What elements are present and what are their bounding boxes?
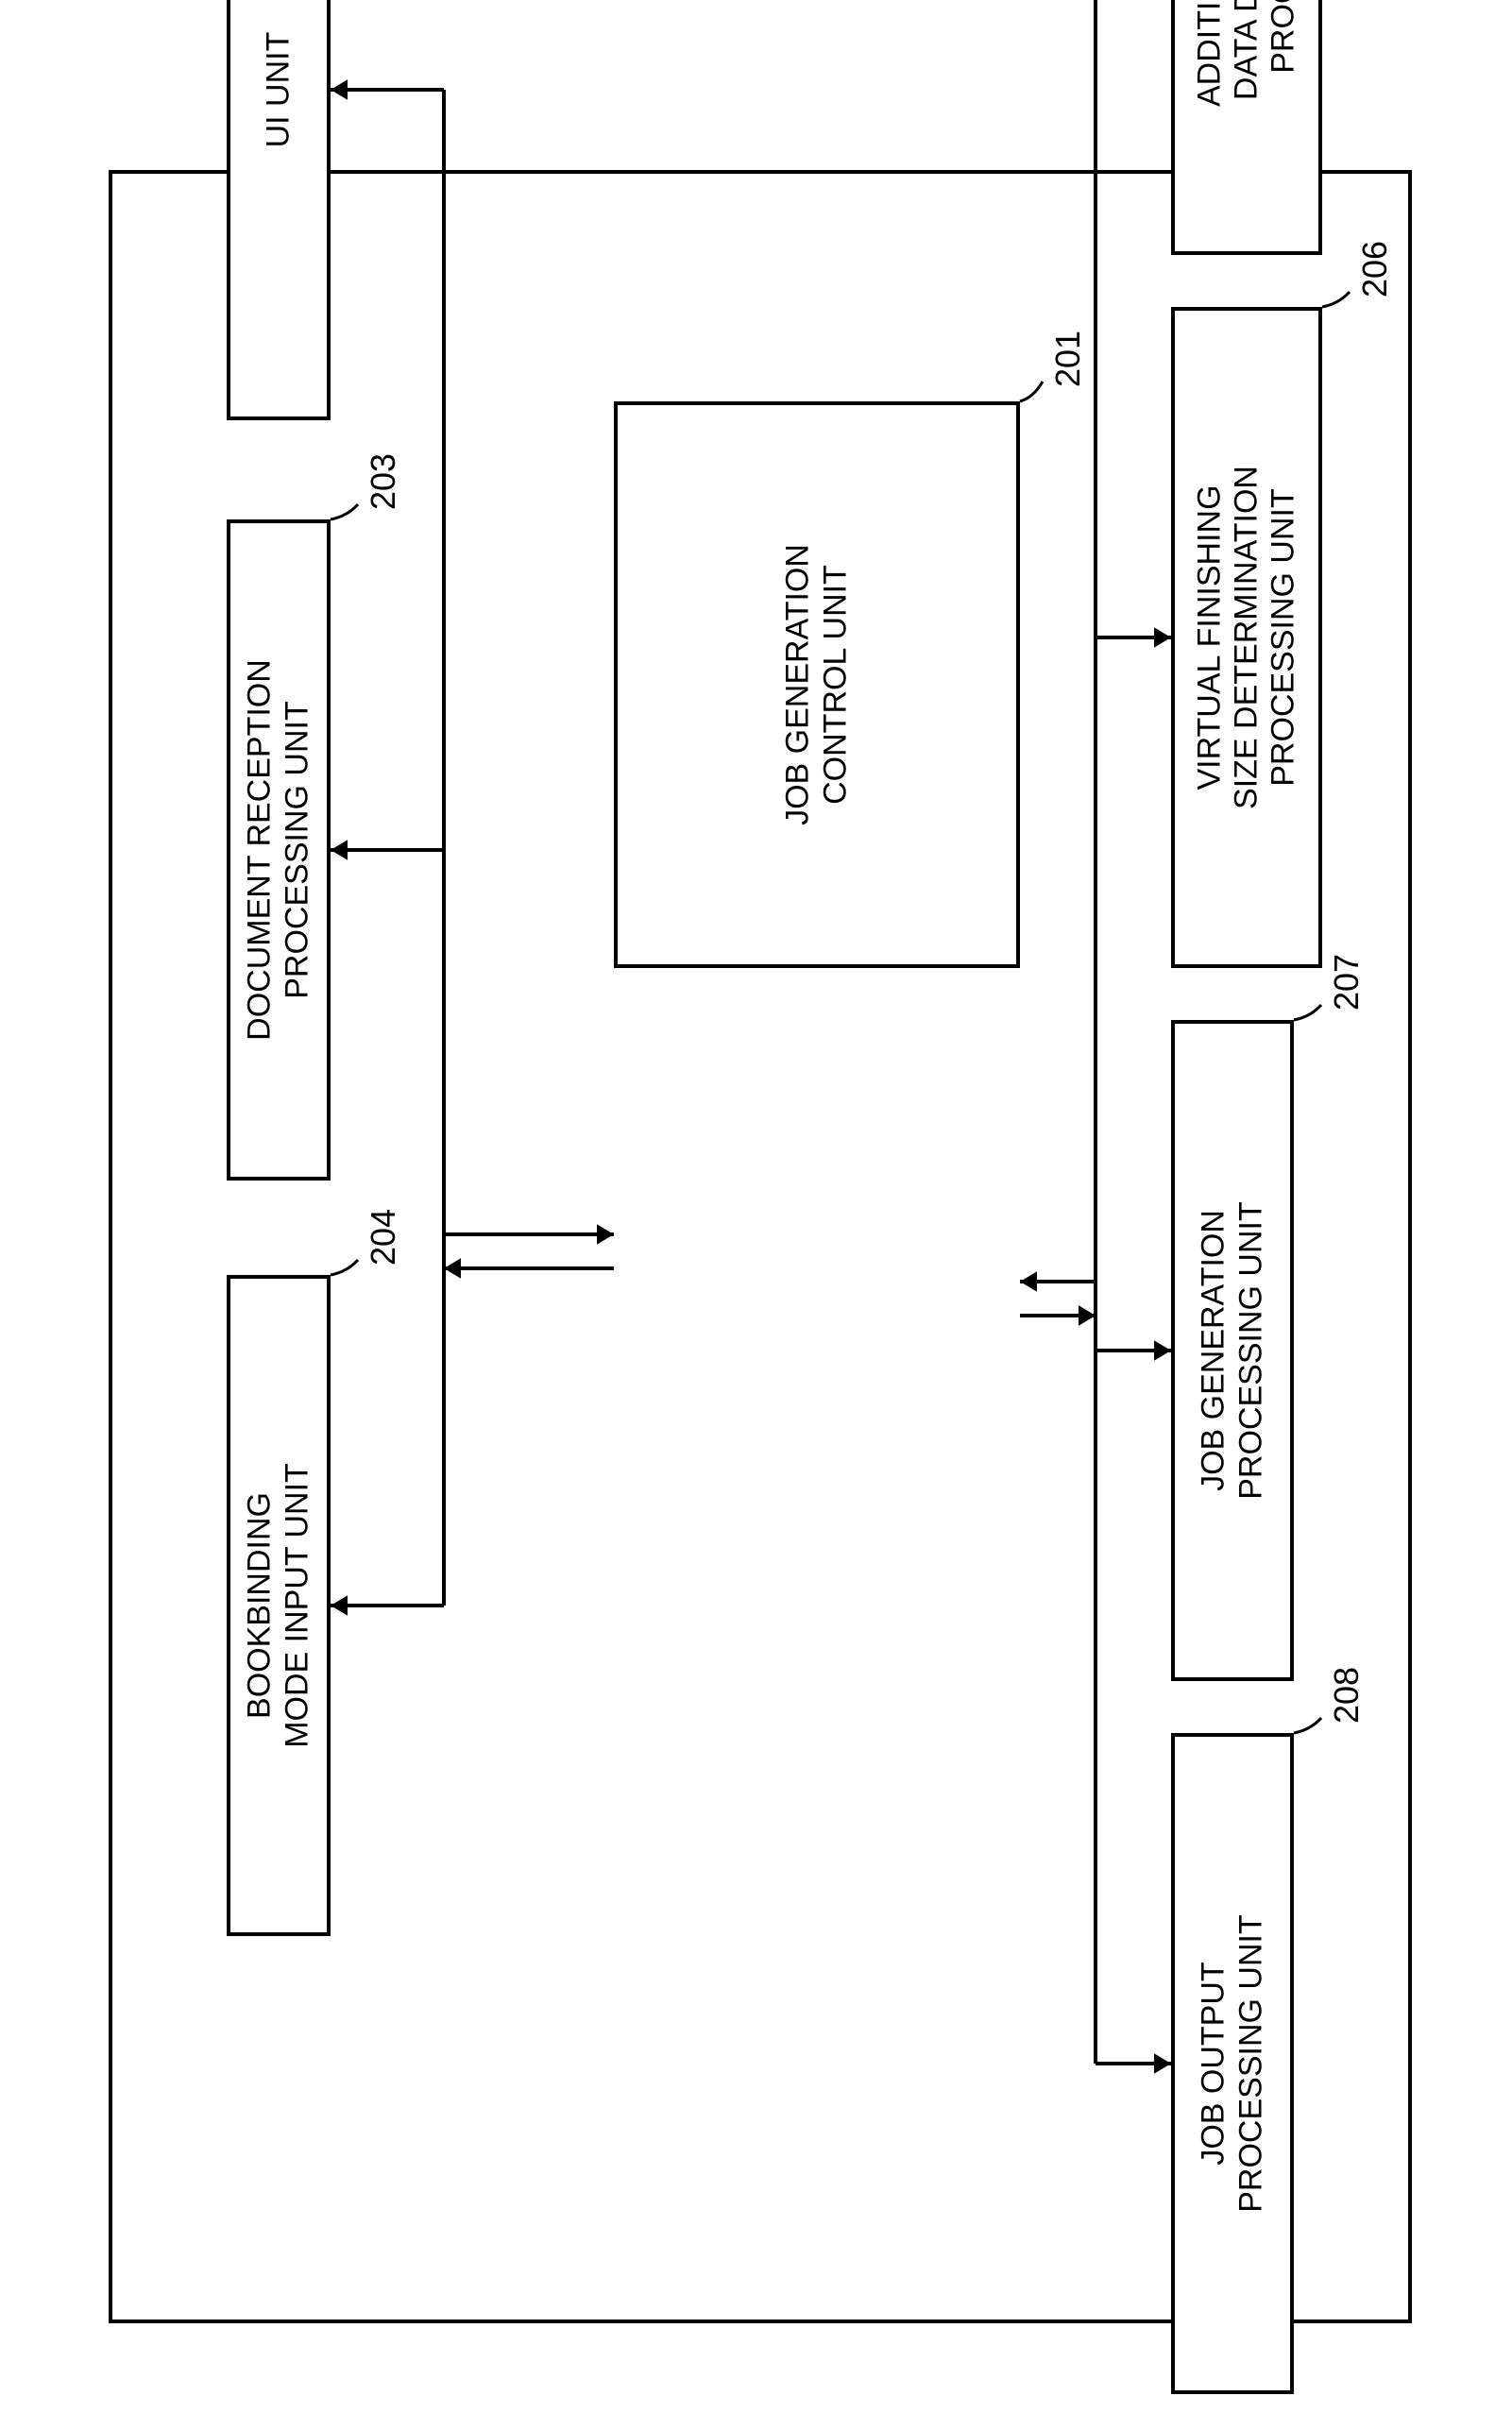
block-204-label-line: MODE INPUT UNIT bbox=[279, 1463, 315, 1748]
block-206-label-line: SIZE DETERMINATION bbox=[1229, 466, 1266, 809]
block-205-label-line: DATA DETERMINATION bbox=[1229, 0, 1266, 100]
block-201-label-line: CONTROL UNIT bbox=[817, 565, 854, 805]
block-205-label-line: ADDITIONAL RECEIVED bbox=[1191, 0, 1228, 107]
block-203-label-line: DOCUMENT RECEPTION bbox=[242, 659, 279, 1041]
block-206-label-line: PROCESSING UNIT bbox=[1266, 488, 1302, 786]
block-201-label-line: JOB GENERATION bbox=[780, 544, 817, 825]
ref-201: 201 bbox=[1048, 331, 1088, 387]
ref-207: 207 bbox=[1327, 954, 1367, 1011]
block-207-label-line: JOB GENERATION bbox=[1196, 1210, 1232, 1491]
block-205-label-line: PROCESSING UNIT bbox=[1266, 0, 1302, 74]
ref-208: 208 bbox=[1327, 1667, 1367, 1724]
ref-203: 203 bbox=[364, 453, 403, 510]
ref-204: 204 bbox=[364, 1209, 403, 1266]
block-208-label-line: JOB OUTPUT bbox=[1196, 1962, 1232, 2165]
block-206-label-line: VIRTUAL FINISHING bbox=[1191, 484, 1228, 790]
ref-206: 206 bbox=[1355, 241, 1395, 297]
block-207-label-line: PROCESSING UNIT bbox=[1232, 1201, 1269, 1499]
block-202-label-line: UI UNIT bbox=[261, 32, 297, 148]
page: F I G. 2 JOB GENERATIONCONTROL UNIT201UI… bbox=[0, 0, 1512, 2430]
block-203-label-line: PROCESSING UNIT bbox=[279, 701, 315, 998]
block-208-label-line: PROCESSING UNIT bbox=[1232, 1914, 1269, 2212]
block-204-label-line: BOOKBINDING bbox=[242, 1492, 279, 1719]
